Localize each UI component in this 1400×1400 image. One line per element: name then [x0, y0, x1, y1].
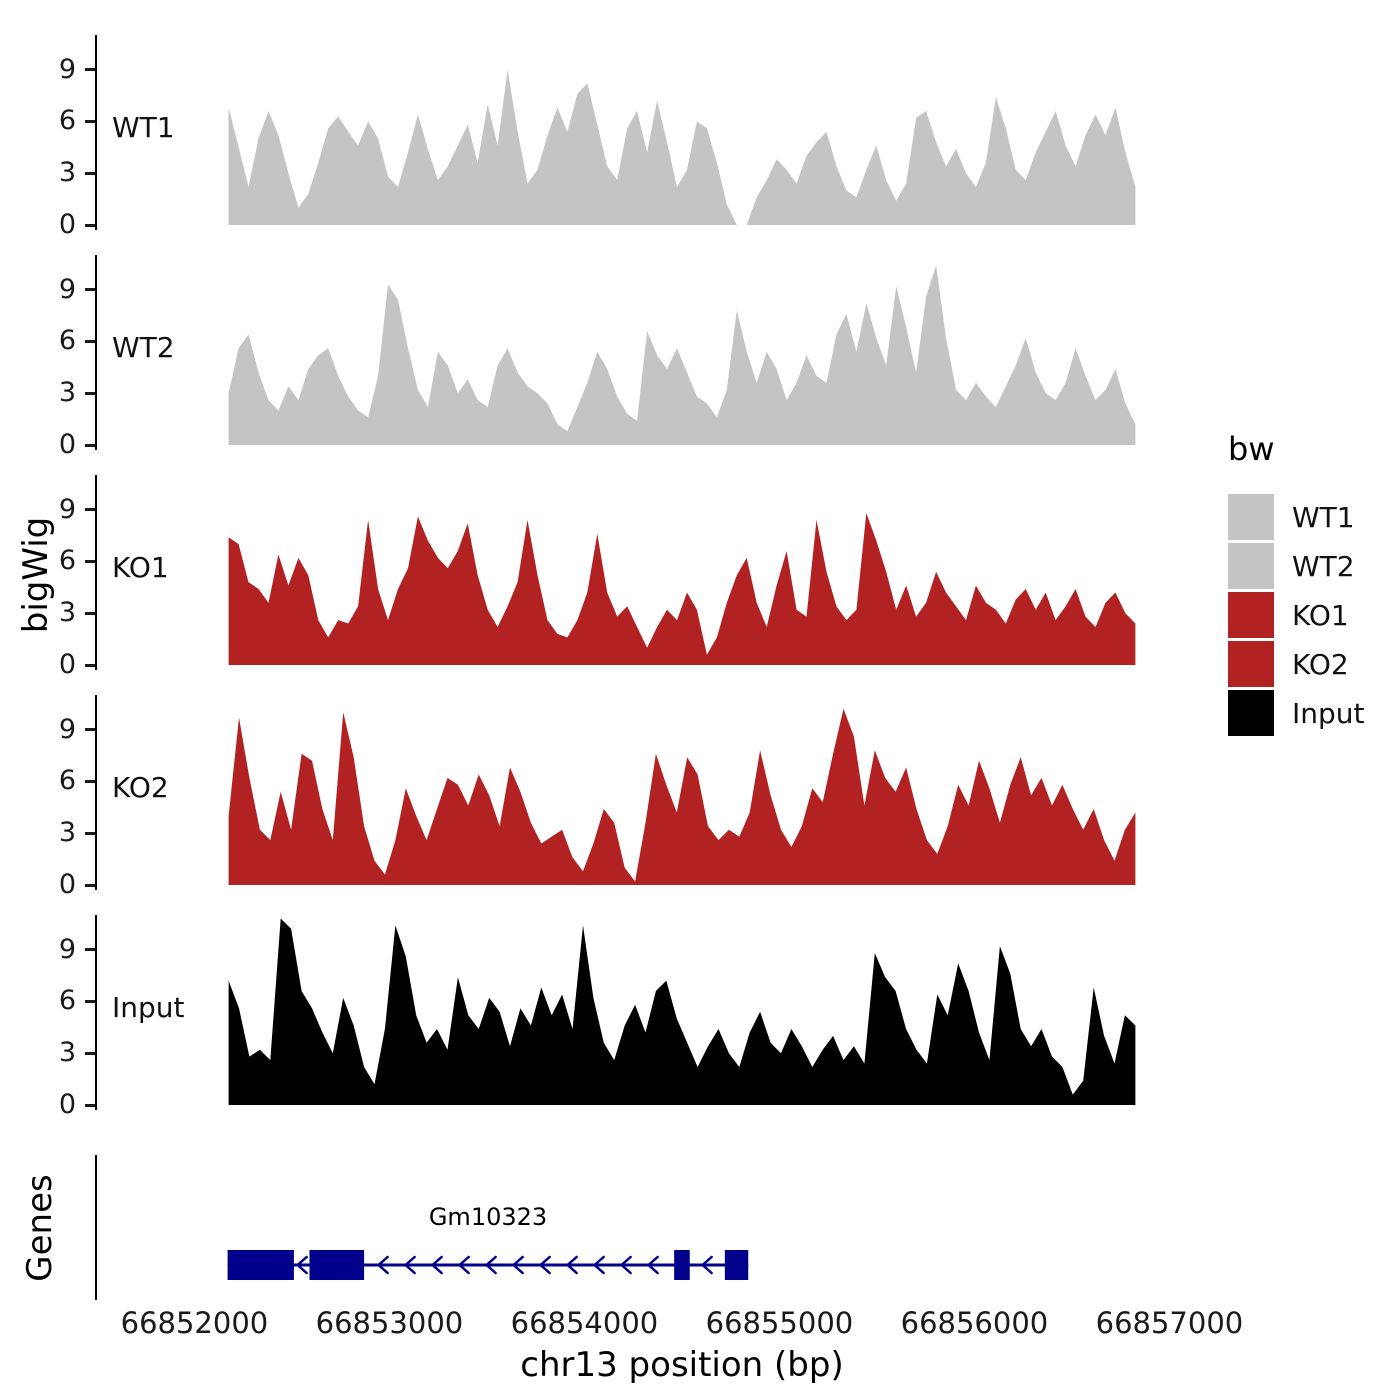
x-tick-label: 66854000: [510, 1306, 659, 1340]
coverage-area-ko2: [228, 708, 1136, 885]
y-tick-mark: [85, 663, 95, 667]
y-tick-label: 3: [58, 817, 76, 849]
gene-model: [227, 1250, 749, 1280]
y-tick-label: 3: [58, 1037, 76, 1069]
x-tick-label: 66853000: [315, 1306, 464, 1340]
y-tick-mark: [85, 391, 95, 395]
legend-entry-label: WT1: [1292, 500, 1355, 534]
y-axis-line: [95, 475, 97, 670]
y-tick-mark: [85, 339, 95, 343]
track-label: WT1: [112, 111, 175, 144]
legend-entry-label: Input: [1292, 696, 1365, 730]
y-tick-mark: [85, 68, 95, 72]
y-axis-line: [95, 915, 97, 1110]
legend-title: bw: [1228, 430, 1275, 468]
track-label: KO2: [112, 771, 169, 804]
y-tick-label: 9: [58, 493, 76, 525]
legend-swatch: [1228, 592, 1274, 638]
y-tick-label: 3: [58, 377, 76, 409]
legend-entry-wt2: WT2: [1228, 543, 1365, 589]
y-axis-line: [95, 255, 97, 450]
x-tick-label: 66852000: [120, 1306, 269, 1340]
y-tick-mark: [85, 288, 95, 292]
y-tick-mark: [85, 119, 95, 123]
x-axis-title: chr13 position (bp): [520, 1345, 844, 1385]
y-tick-mark: [85, 948, 95, 952]
y-tick-label: 3: [58, 157, 76, 189]
genes-track: Gm10323: [0, 1155, 1400, 1305]
x-axis: 66852000 66853000 66854000 66855000 66856000…: [0, 1306, 1400, 1346]
legend-swatch: [1228, 494, 1274, 540]
legend-entry-ko2: KO2: [1228, 641, 1365, 687]
coverage-track-wt1: 0 3 6 9 WT1: [0, 35, 1400, 240]
y-tick-label: 6: [58, 325, 76, 357]
y-tick-mark: [85, 171, 95, 175]
track-label: Input: [112, 991, 185, 1024]
legend-entry-wt1: WT1: [1228, 494, 1365, 540]
y-tick-mark: [85, 559, 95, 563]
legend-entry-ko1: KO1: [1228, 592, 1365, 638]
legend-entry-input: Input: [1228, 690, 1365, 736]
coverage-area-wt1: [228, 69, 1136, 225]
y-tick-label: 0: [58, 1089, 76, 1120]
y-tick-label: 6: [58, 545, 76, 577]
y-tick-mark: [85, 1103, 95, 1107]
track-label: WT2: [112, 331, 175, 364]
y-axis-line: [95, 695, 97, 890]
legend: bw WT1 WT2 KO1 KO2 Input: [1228, 430, 1365, 739]
legend-entry-label: WT2: [1292, 549, 1355, 583]
track-label: KO1: [112, 551, 169, 584]
legend-swatch: [1228, 690, 1274, 736]
y-tick-label: 6: [58, 985, 76, 1017]
coverage-area-input: [228, 918, 1136, 1105]
y-tick-mark: [85, 883, 95, 887]
y-tick-label: 9: [58, 713, 76, 745]
legend-entry-label: KO2: [1292, 647, 1349, 681]
y-tick-mark: [85, 779, 95, 783]
y-tick-label: 0: [58, 649, 76, 680]
y-tick-mark: [85, 611, 95, 615]
y-tick-label: 9: [58, 53, 76, 85]
coverage-area-ko1: [228, 513, 1136, 665]
coverage-track-input: 0 3 6 9 Input: [0, 915, 1400, 1120]
coverage-track-wt2: 0 3 6 9 WT2: [0, 255, 1400, 460]
coverage-track-ko2: 0 3 6 9 KO2: [0, 695, 1400, 900]
y-tick-label: 6: [58, 765, 76, 797]
x-tick-label: 66855000: [705, 1306, 854, 1340]
x-tick-label: 66856000: [900, 1306, 1049, 1340]
gene-label: Gm10323: [428, 1203, 548, 1231]
coverage-track-ko1: 0 3 6 9 KO1: [0, 475, 1400, 680]
y-tick-mark: [85, 223, 95, 227]
y-tick-label: 6: [58, 105, 76, 137]
coverage-area-wt2: [228, 265, 1136, 445]
genes-axis-line: [95, 1155, 97, 1300]
y-tick-label: 3: [58, 597, 76, 629]
y-tick-label: 0: [58, 869, 76, 900]
y-tick-mark: [85, 1051, 95, 1055]
x-tick-label: 66857000: [1095, 1306, 1244, 1340]
legend-swatch: [1228, 543, 1274, 589]
legend-entry-label: KO1: [1292, 598, 1349, 632]
y-tick-label: 0: [58, 209, 76, 240]
y-axis-line: [95, 35, 97, 230]
y-tick-mark: [85, 728, 95, 732]
y-tick-mark: [85, 508, 95, 512]
y-tick-label: 0: [58, 429, 76, 460]
y-tick-mark: [85, 831, 95, 835]
legend-swatch: [1228, 641, 1274, 687]
y-tick-label: 9: [58, 933, 76, 965]
y-tick-label: 9: [58, 273, 76, 305]
y-tick-mark: [85, 443, 95, 447]
y-tick-mark: [85, 999, 95, 1003]
